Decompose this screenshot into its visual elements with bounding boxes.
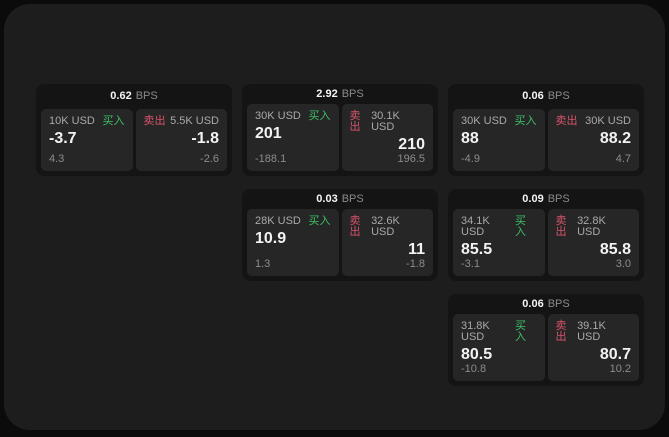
- bps-value: 0.06: [522, 297, 544, 310]
- sell-panel[interactable]: 卖出 32.6K USD 11 -1.8: [341, 209, 433, 276]
- sell-amount: 30K USD: [585, 115, 631, 127]
- bps-value: 0.09: [522, 192, 544, 205]
- sell-price: 11: [408, 241, 425, 259]
- sell-amount: 5.5K USD: [170, 115, 219, 127]
- buy-change: 1.3: [255, 258, 271, 270]
- sell-label: 卖出: [143, 115, 166, 127]
- sell-price: 210: [398, 136, 425, 154]
- bps-header: 2.92 BPS: [247, 84, 433, 104]
- bps-unit-label: BPS: [341, 87, 364, 100]
- sell-amount: 32.6K USD: [371, 215, 400, 239]
- buy-price: 201: [255, 125, 282, 143]
- quote-panels: 30K USD 买入 88 -4.9 卖出 30K USD 88.2 4.7: [453, 109, 639, 171]
- sell-panel[interactable]: 卖出 32.8K USD 85.8 3.0: [547, 209, 639, 276]
- app-surface: 0.62 BPS 10K USD 买入 -3.7 4.3 卖出 5.5K USD: [4, 4, 665, 430]
- sell-panel[interactable]: 卖出 30K USD 88.2 4.7: [547, 109, 639, 171]
- buy-label: 买入: [308, 215, 331, 228]
- bps-header: 0.62 BPS: [41, 84, 227, 109]
- sell-panel[interactable]: 卖出 5.5K USD -1.8 -2.6: [135, 109, 227, 171]
- sell-change: 196.5: [397, 153, 425, 165]
- buy-price: 80.5: [461, 346, 493, 364]
- sell-amount: 30.1K USD: [371, 110, 400, 134]
- bps-header: 0.03 BPS: [247, 189, 433, 209]
- quote-card: 2.92 BPS 30K USD 买入 201 -188.1 卖出 30.1K …: [242, 84, 438, 176]
- sell-change: 10.2: [609, 363, 631, 375]
- quote-panels: 34.1K USD 买入 85.5 -3.1 卖出 32.8K USD 85.8…: [453, 209, 639, 276]
- sell-label: 卖出: [555, 320, 567, 344]
- bps-unit-label: BPS: [547, 297, 570, 310]
- quote-card: 0.62 BPS 10K USD 买入 -3.7 4.3 卖出 5.5K USD: [36, 84, 232, 176]
- buy-change: -4.9: [461, 153, 480, 165]
- bps-unit-label: BPS: [135, 90, 158, 102]
- bps-header: 0.09 BPS: [453, 189, 639, 209]
- sell-label: 卖出: [349, 110, 361, 134]
- sell-change: -2.6: [200, 153, 219, 165]
- buy-panel[interactable]: 28K USD 买入 10.9 1.3: [247, 209, 339, 276]
- buy-panel[interactable]: 30K USD 买入 88 -4.9: [453, 109, 545, 171]
- sell-label: 卖出: [555, 115, 578, 127]
- buy-price: 88: [461, 130, 479, 147]
- quote-card: 0.09 BPS 34.1K USD 买入 85.5 -3.1 卖出 32.8K…: [448, 189, 644, 281]
- buy-panel[interactable]: 34.1K USD 买入 85.5 -3.1: [453, 209, 545, 276]
- buy-change: 4.3: [49, 153, 65, 165]
- buy-amount: 28K USD: [255, 215, 301, 228]
- buy-amount: 30K USD: [461, 115, 507, 127]
- quote-panels: 30K USD 买入 201 -188.1 卖出 30.1K USD 210 1…: [247, 104, 433, 171]
- buy-label: 买入: [308, 110, 331, 123]
- sell-panel[interactable]: 卖出 39.1K USD 80.7 10.2: [547, 314, 639, 381]
- buy-price: 10.9: [255, 230, 287, 248]
- bps-unit-label: BPS: [547, 90, 570, 102]
- buy-change: -188.1: [255, 153, 287, 165]
- bps-value: 0.62: [110, 90, 132, 102]
- quote-card-grid: 0.62 BPS 10K USD 买入 -3.7 4.3 卖出 5.5K USD: [36, 84, 644, 386]
- quote-card: 0.03 BPS 28K USD 买入 10.9 1.3 卖出 32.6K US…: [242, 189, 438, 281]
- bps-value: 0.03: [316, 192, 338, 205]
- sell-label: 卖出: [349, 215, 361, 239]
- sell-change: 3.0: [615, 258, 631, 270]
- buy-amount: 34.1K USD: [461, 215, 490, 239]
- buy-label: 买入: [102, 115, 125, 127]
- quote-panels: 28K USD 买入 10.9 1.3 卖出 32.6K USD 11 -1.8: [247, 209, 433, 276]
- sell-change: -1.8: [406, 258, 425, 270]
- buy-label: 买入: [514, 215, 526, 239]
- buy-amount: 10K USD: [49, 115, 95, 127]
- buy-panel[interactable]: 10K USD 买入 -3.7 4.3: [41, 109, 133, 171]
- bps-value: 0.06: [522, 90, 544, 102]
- buy-panel[interactable]: 31.8K USD 买入 80.5 -10.8: [453, 314, 545, 381]
- buy-amount: 31.8K USD: [461, 320, 490, 344]
- buy-price: 85.5: [461, 241, 493, 259]
- buy-price: -3.7: [49, 130, 77, 147]
- buy-change: -3.1: [461, 258, 480, 270]
- buy-label: 买入: [514, 115, 537, 127]
- bps-unit-label: BPS: [341, 192, 364, 205]
- sell-price: -1.8: [191, 130, 219, 147]
- bps-header: 0.06 BPS: [453, 294, 639, 314]
- quote-card: 0.06 BPS 30K USD 买入 88 -4.9 卖出 30K USD: [448, 84, 644, 176]
- bps-header: 0.06 BPS: [453, 84, 639, 109]
- buy-panel[interactable]: 30K USD 买入 201 -188.1: [247, 104, 339, 171]
- bps-value: 2.92: [316, 87, 338, 100]
- sell-price: 80.7: [599, 346, 631, 364]
- sell-panel[interactable]: 卖出 30.1K USD 210 196.5: [341, 104, 433, 171]
- sell-amount: 32.8K USD: [577, 215, 606, 239]
- quote-card: 0.06 BPS 31.8K USD 买入 80.5 -10.8 卖出 39.1…: [448, 294, 644, 386]
- sell-price: 85.8: [599, 241, 631, 259]
- sell-label: 卖出: [555, 215, 567, 239]
- quote-panels: 31.8K USD 买入 80.5 -10.8 卖出 39.1K USD 80.…: [453, 314, 639, 381]
- quote-panels: 10K USD 买入 -3.7 4.3 卖出 5.5K USD -1.8 -2.…: [41, 109, 227, 171]
- buy-label: 买入: [514, 320, 526, 344]
- buy-change: -10.8: [461, 363, 487, 375]
- bps-unit-label: BPS: [547, 192, 570, 205]
- sell-amount: 39.1K USD: [577, 320, 606, 344]
- buy-amount: 30K USD: [255, 110, 301, 123]
- sell-price: 88.2: [599, 130, 631, 147]
- sell-change: 4.7: [615, 153, 631, 165]
